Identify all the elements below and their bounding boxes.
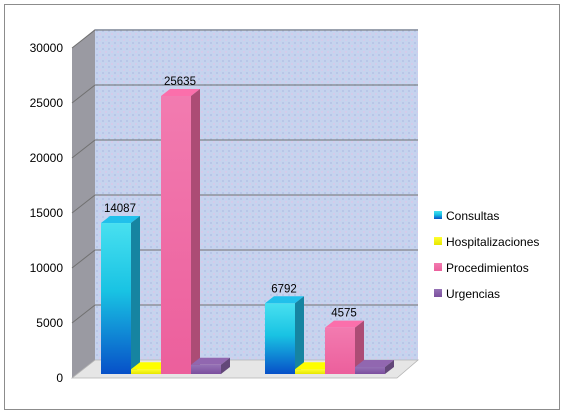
legend-label-procedimientos: Procedimientos (446, 261, 529, 275)
bar-top (191, 357, 230, 365)
legend-label-urgencias: Urgencias (446, 287, 500, 301)
bar-procedimientos (161, 96, 191, 374)
legend-swatch-hospitalizaciones (434, 237, 442, 245)
gridline-side (71, 194, 96, 214)
bar-side (191, 89, 200, 374)
data-label: 25635 (164, 76, 196, 88)
data-label: 6792 (271, 283, 297, 295)
gridline-side (71, 249, 96, 269)
bar-side (385, 360, 394, 374)
bar-consultas (265, 303, 295, 374)
bar-urgencias (191, 364, 221, 374)
bar-top (355, 360, 394, 367)
bar-hospitalizaciones (295, 369, 325, 374)
bar-side (131, 216, 140, 374)
bar-side (355, 320, 364, 374)
bar-top (131, 362, 170, 370)
y-tick-label: 10000 (30, 261, 64, 275)
gridline-side (71, 84, 96, 104)
y-tick-label: 15000 (30, 206, 64, 220)
gridline-side (71, 139, 96, 159)
y-tick-label: 5000 (36, 316, 63, 330)
data-label: 14087 (104, 203, 136, 215)
legend-swatch-procedimientos (434, 263, 442, 271)
bar-hospitalizaciones (131, 369, 161, 374)
bar-procedimientos (325, 327, 355, 374)
bar-top (101, 216, 140, 224)
data-label: 4575 (331, 308, 357, 320)
bar-consultas (101, 223, 131, 374)
bar-side (295, 296, 304, 374)
bar-top (161, 89, 200, 97)
bar-urgencias (355, 367, 385, 374)
bar-top (265, 296, 304, 304)
legend-label-hospitalizaciones: Hospitalizaciones (446, 235, 539, 249)
bar-side (221, 357, 230, 374)
bar-top (295, 362, 334, 370)
legend-swatch-urgencias (434, 289, 442, 297)
bar-top (325, 320, 364, 328)
legend-label-consultas: Consultas (446, 209, 499, 223)
y-tick-label: 20000 (30, 151, 64, 165)
legend-swatch-consultas (434, 211, 442, 219)
gridline-side (71, 29, 96, 49)
y-tick-label: 25000 (30, 96, 64, 110)
gridline-side (71, 304, 96, 324)
y-tick-label: 0 (56, 371, 63, 385)
y-tick-label: 30000 (30, 41, 64, 55)
